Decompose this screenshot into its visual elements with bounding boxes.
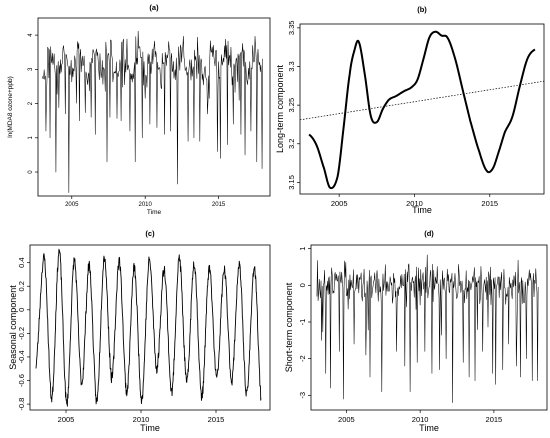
y-tick-label: 0.4 — [17, 257, 26, 267]
y-tick-label: -2 — [298, 355, 307, 362]
y-tick-label: 3.15 — [287, 175, 296, 190]
x-tick-label: 2005 — [331, 199, 348, 208]
series-line-trend — [300, 80, 544, 121]
y-tick-label: 1 — [298, 247, 307, 251]
y-tick-label: 3.2 — [287, 139, 296, 149]
y-tick-label: -3 — [298, 392, 307, 399]
plot-frame — [310, 244, 548, 411]
plot-frame — [37, 17, 271, 197]
plot-frame — [29, 244, 271, 411]
x-tick-label: 2005 — [58, 415, 75, 424]
y-axis-label: Long-term component — [275, 64, 285, 153]
y-tick-label: 4 — [28, 33, 34, 37]
x-tick-label: 2015 — [208, 415, 225, 424]
plot-frame — [299, 23, 545, 195]
series-line-smooth — [308, 30, 536, 190]
x-axis-label: Time — [412, 205, 432, 215]
y-tick-label: 0 — [17, 308, 26, 312]
x-tick-label: 2015 — [212, 202, 226, 208]
x-tick-label: 2015 — [481, 199, 498, 208]
x-tick-label: 2005 — [338, 415, 355, 424]
x-axis-label: Time — [419, 423, 439, 433]
x-axis-label: Time — [147, 209, 162, 216]
panel-title: (d) — [424, 229, 434, 238]
y-tick-label: -0.4 — [17, 350, 26, 363]
y-axis-label: Short-term component — [284, 282, 294, 372]
y-tick-label: -1 — [298, 319, 307, 326]
x-tick-label: 2010 — [406, 199, 423, 208]
y-tick-label: 3.35 — [287, 21, 296, 36]
x-tick-label: 2010 — [412, 415, 429, 424]
panel-c: (c) Time Seasonal component 2005 2010 2015 -0.… — [8, 229, 271, 433]
y-tick-label: -0.6 — [17, 374, 26, 387]
x-axis-label: Time — [140, 423, 160, 433]
y-tick-label: 3 — [28, 67, 34, 71]
y-axis-label: ln(MDA8 ozone+ppb) — [7, 76, 14, 138]
y-tick-label: -0.2 — [17, 327, 26, 340]
y-tick-label: 2 — [28, 101, 34, 105]
panel-b: (b) Time Long-term component 2005 2010 2015 3.… — [275, 5, 545, 215]
panel-title: (b) — [417, 5, 427, 14]
y-tick-label: -0.8 — [17, 398, 26, 411]
y-tick-label: 3.3 — [287, 61, 296, 71]
series-line-residual — [316, 254, 539, 403]
x-tick-label: 2015 — [486, 415, 503, 424]
x-tick-label: 2005 — [65, 202, 79, 208]
panel-title: (c) — [145, 229, 155, 238]
y-tick-label: 1 — [28, 135, 34, 139]
y-tick-label: 0.2 — [17, 281, 26, 291]
series-line-seasonal — [35, 248, 262, 407]
series-line-log_ozone — [42, 30, 263, 193]
y-tick-label: 0 — [28, 170, 34, 174]
y-tick-label: 0 — [298, 283, 307, 287]
panel-title: (a) — [149, 3, 159, 12]
y-axis-label: Seasonal component — [8, 285, 18, 370]
panel-d: (d) Time Short-term component 2005 2010 2015 -… — [284, 229, 548, 433]
y-tick-label: 3.25 — [287, 98, 296, 113]
x-tick-label: 2010 — [139, 202, 153, 208]
x-tick-label: 2010 — [133, 415, 150, 424]
panel-a: (a) Time ln(MDA8 ozone+ppb) 2005 2010 2015 0 1 2… — [7, 3, 271, 216]
